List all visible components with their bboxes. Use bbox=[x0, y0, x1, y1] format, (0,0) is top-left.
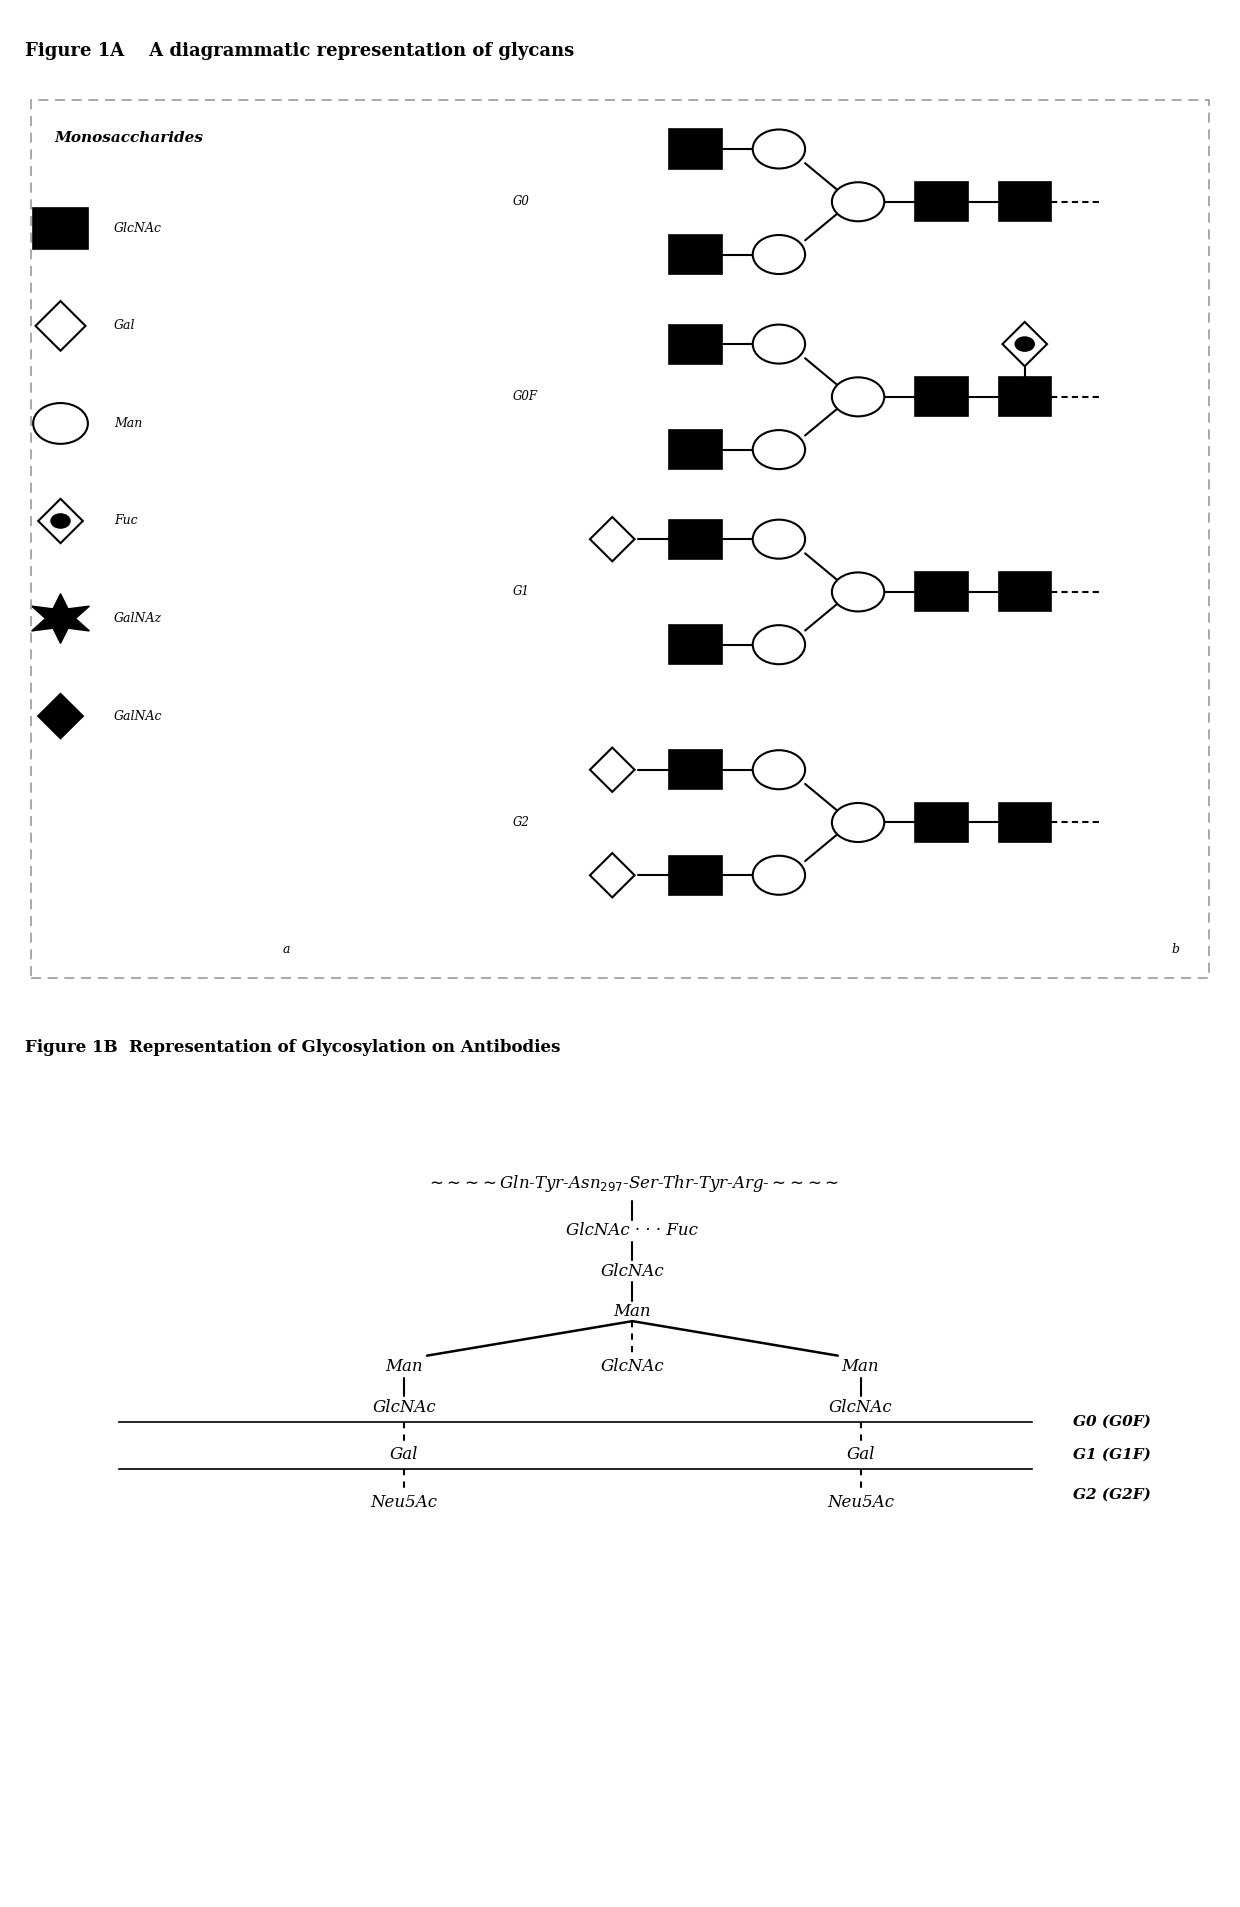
Circle shape bbox=[832, 572, 884, 612]
Text: Figure 1B  Representation of Glycosylation on Antibodies: Figure 1B Representation of Glycosylatio… bbox=[25, 1039, 560, 1056]
Polygon shape bbox=[32, 593, 89, 643]
Text: G0 (G0F): G0 (G0F) bbox=[1073, 1415, 1151, 1428]
Polygon shape bbox=[590, 852, 635, 898]
Text: Neu5Ac: Neu5Ac bbox=[827, 1493, 894, 1510]
Circle shape bbox=[832, 183, 884, 221]
Circle shape bbox=[1016, 338, 1034, 351]
Polygon shape bbox=[915, 183, 967, 221]
Circle shape bbox=[753, 856, 805, 894]
Text: Man: Man bbox=[842, 1358, 879, 1375]
Polygon shape bbox=[670, 856, 722, 894]
Text: G0: G0 bbox=[513, 195, 529, 208]
Polygon shape bbox=[670, 235, 722, 275]
Text: GalNAz: GalNAz bbox=[114, 612, 162, 625]
Polygon shape bbox=[998, 803, 1052, 843]
Text: G2 (G2F): G2 (G2F) bbox=[1073, 1487, 1151, 1503]
Text: G2: G2 bbox=[513, 816, 529, 830]
Polygon shape bbox=[1002, 322, 1047, 366]
Polygon shape bbox=[998, 572, 1052, 612]
Polygon shape bbox=[38, 694, 83, 738]
Polygon shape bbox=[590, 517, 635, 561]
Polygon shape bbox=[998, 183, 1052, 221]
Circle shape bbox=[753, 431, 805, 469]
Polygon shape bbox=[590, 748, 635, 791]
Circle shape bbox=[753, 625, 805, 664]
Circle shape bbox=[33, 402, 88, 444]
Circle shape bbox=[753, 324, 805, 364]
Polygon shape bbox=[33, 208, 88, 248]
Circle shape bbox=[753, 130, 805, 168]
Polygon shape bbox=[670, 625, 722, 664]
Circle shape bbox=[753, 521, 805, 559]
Circle shape bbox=[832, 803, 884, 843]
Text: Man: Man bbox=[114, 418, 143, 429]
Text: Gal: Gal bbox=[114, 318, 135, 332]
Text: Man: Man bbox=[386, 1358, 423, 1375]
Text: Figure 1A    A diagrammatic representation of glycans: Figure 1A A diagrammatic representation … bbox=[25, 42, 574, 59]
Polygon shape bbox=[915, 803, 967, 843]
Polygon shape bbox=[915, 378, 967, 416]
Text: GalNAc: GalNAc bbox=[114, 709, 162, 723]
Polygon shape bbox=[670, 521, 722, 559]
Text: G0F: G0F bbox=[513, 391, 538, 404]
Text: GlcNAc: GlcNAc bbox=[828, 1398, 893, 1415]
Circle shape bbox=[832, 378, 884, 416]
Polygon shape bbox=[38, 500, 83, 543]
Polygon shape bbox=[670, 130, 722, 168]
Text: GlcNAc: GlcNAc bbox=[600, 1358, 665, 1375]
Circle shape bbox=[753, 235, 805, 275]
Circle shape bbox=[753, 749, 805, 789]
Polygon shape bbox=[36, 301, 86, 351]
Text: G1 (G1F): G1 (G1F) bbox=[1073, 1447, 1151, 1463]
Text: GlcNAc: GlcNAc bbox=[372, 1398, 436, 1415]
Polygon shape bbox=[670, 431, 722, 469]
Polygon shape bbox=[998, 378, 1052, 416]
Text: Gal: Gal bbox=[847, 1446, 874, 1463]
Text: b: b bbox=[1172, 942, 1179, 955]
Text: GlcNAc: GlcNAc bbox=[600, 1262, 665, 1280]
Text: G1: G1 bbox=[513, 585, 529, 599]
Polygon shape bbox=[915, 572, 967, 612]
Polygon shape bbox=[670, 324, 722, 364]
Text: Gal: Gal bbox=[391, 1446, 418, 1463]
Text: GlcNAc: GlcNAc bbox=[114, 221, 162, 235]
Text: Monosaccharides: Monosaccharides bbox=[55, 132, 203, 145]
Text: Man: Man bbox=[614, 1302, 651, 1320]
Text: $\mathit{\sim\!\sim\!\sim\!\sim}$Gln-Tyr-Asn$_{297}$-Ser-Thr-Tyr-Arg-$\mathit{\s: $\mathit{\sim\!\sim\!\sim\!\sim}$Gln-Tyr… bbox=[425, 1173, 839, 1194]
Polygon shape bbox=[670, 749, 722, 789]
Text: Neu5Ac: Neu5Ac bbox=[371, 1493, 438, 1510]
Text: GlcNAc · · · Fuc: GlcNAc · · · Fuc bbox=[567, 1222, 698, 1240]
Circle shape bbox=[51, 513, 69, 528]
Text: Fuc: Fuc bbox=[114, 515, 138, 528]
Text: a: a bbox=[283, 942, 290, 955]
